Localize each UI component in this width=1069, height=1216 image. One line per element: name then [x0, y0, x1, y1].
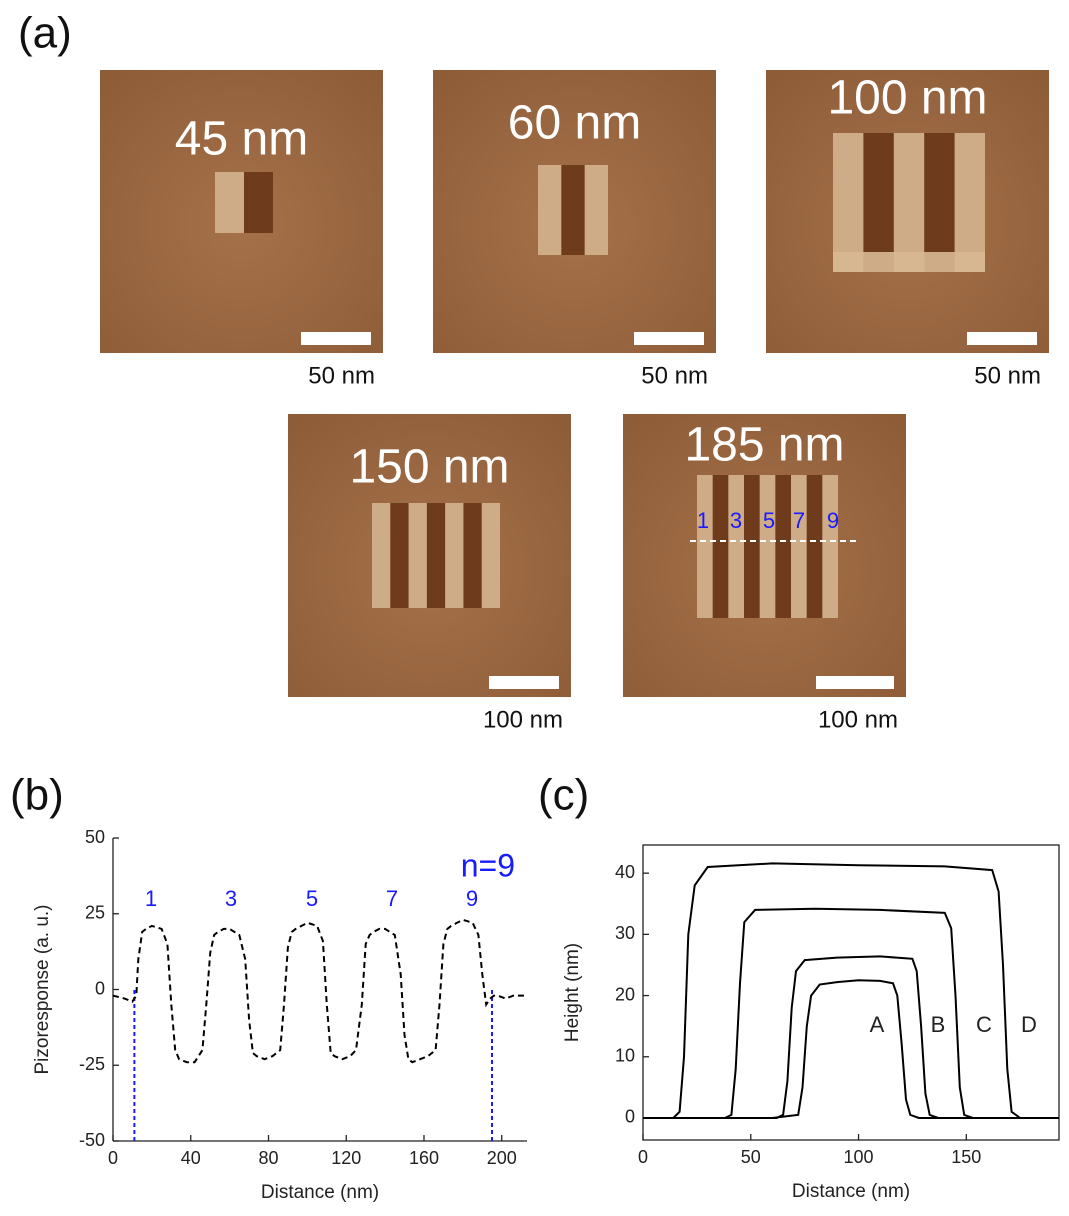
x-axis-label: Distance (nm): [792, 1181, 910, 1202]
domain-stripe: [584, 165, 608, 255]
y-tick-label: 0: [625, 1107, 635, 1127]
scale-bar: [967, 332, 1037, 345]
y-tick-label: 50: [85, 827, 105, 847]
annotation: n=9: [461, 847, 515, 883]
stripe-label: 5: [763, 508, 775, 533]
domain-stripe: [822, 475, 838, 618]
x-tick-label: 100: [844, 1147, 874, 1167]
domain-region: [372, 503, 500, 608]
image-title: 185 nm: [684, 419, 844, 472]
curve-label: C: [976, 1012, 992, 1037]
curve-label: A: [870, 1012, 885, 1037]
x-tick-label: 120: [331, 1148, 361, 1168]
y-tick-label: 30: [615, 923, 635, 943]
curve-label: D: [1021, 1012, 1037, 1037]
y-tick-label: 40: [615, 862, 635, 882]
x-tick-label: 200: [487, 1148, 517, 1168]
domain-stripe: [215, 172, 244, 233]
domain-stripe: [728, 475, 744, 618]
y-tick-label: 10: [615, 1046, 635, 1066]
data-line: [643, 862, 1059, 1119]
image-title: 150 nm: [349, 441, 509, 494]
x-tick-label: 160: [409, 1148, 439, 1168]
stripe-label: 3: [730, 508, 742, 533]
x-tick-label: 50: [741, 1147, 761, 1167]
y-axis-label: Pizoresponse (a. u.): [32, 904, 53, 1074]
stripe-label: 9: [827, 508, 839, 533]
y-tick-label: -50: [79, 1130, 105, 1150]
scale-bar: [634, 332, 704, 345]
domain-stripe: [833, 252, 985, 272]
peak-label: 9: [466, 886, 478, 911]
peak-label: 3: [225, 886, 237, 911]
domain-stripe: [833, 133, 864, 272]
curve-label: B: [931, 1012, 946, 1037]
domain-stripe: [408, 503, 427, 608]
peak-label: 7: [386, 886, 398, 911]
scale-bar: [816, 676, 894, 689]
y-axis-label: Height (nm): [562, 943, 583, 1042]
x-tick-label: 80: [258, 1148, 278, 1168]
panel-label: (a): [18, 9, 72, 58]
data-line: [643, 907, 1059, 1119]
x-tick-label: 150: [951, 1147, 981, 1167]
image-title: 100 nm: [827, 72, 987, 125]
scale-bar: [301, 332, 371, 345]
scale-bar-label: 100 nm: [483, 706, 563, 733]
domain-stripe: [445, 503, 464, 608]
y-tick-label: 25: [85, 903, 105, 923]
domain-stripe: [759, 475, 776, 618]
panel-label: (b): [10, 771, 64, 820]
domain-stripe: [791, 475, 807, 618]
panel-label: (c): [538, 771, 589, 820]
data-line: [643, 979, 1059, 1119]
domain-stripe: [538, 165, 562, 255]
domain-stripe: [372, 503, 391, 608]
peak-label: 5: [306, 886, 318, 911]
peak-label: 1: [145, 886, 157, 911]
stripe-label: 7: [793, 508, 805, 533]
scale-bar-label: 50 nm: [641, 362, 708, 389]
scale-bar-label: 50 nm: [308, 362, 375, 389]
x-axis-label: Distance (nm): [261, 1182, 379, 1203]
scale-bar-label: 100 nm: [818, 706, 898, 733]
data-line: [112, 918, 527, 1064]
domain-stripe: [481, 503, 500, 608]
scale-bar-label: 50 nm: [974, 362, 1041, 389]
x-tick-label: 40: [181, 1148, 201, 1168]
data-line: [643, 955, 1059, 1119]
plot-frame: [642, 844, 1060, 1141]
y-tick-label: -25: [79, 1054, 105, 1074]
domain-stripe: [954, 133, 985, 272]
y-tick-label: 0: [95, 978, 105, 998]
y-tick-label: 20: [615, 984, 635, 1004]
x-tick-label: 0: [108, 1148, 118, 1168]
domain-stripe: [893, 133, 925, 272]
domain-stripe: [697, 475, 713, 618]
scale-bar: [489, 676, 559, 689]
image-title: 45 nm: [175, 113, 308, 166]
image-title: 60 nm: [508, 97, 641, 150]
stripe-label: 1: [697, 508, 709, 533]
x-tick-label: 0: [638, 1147, 648, 1167]
